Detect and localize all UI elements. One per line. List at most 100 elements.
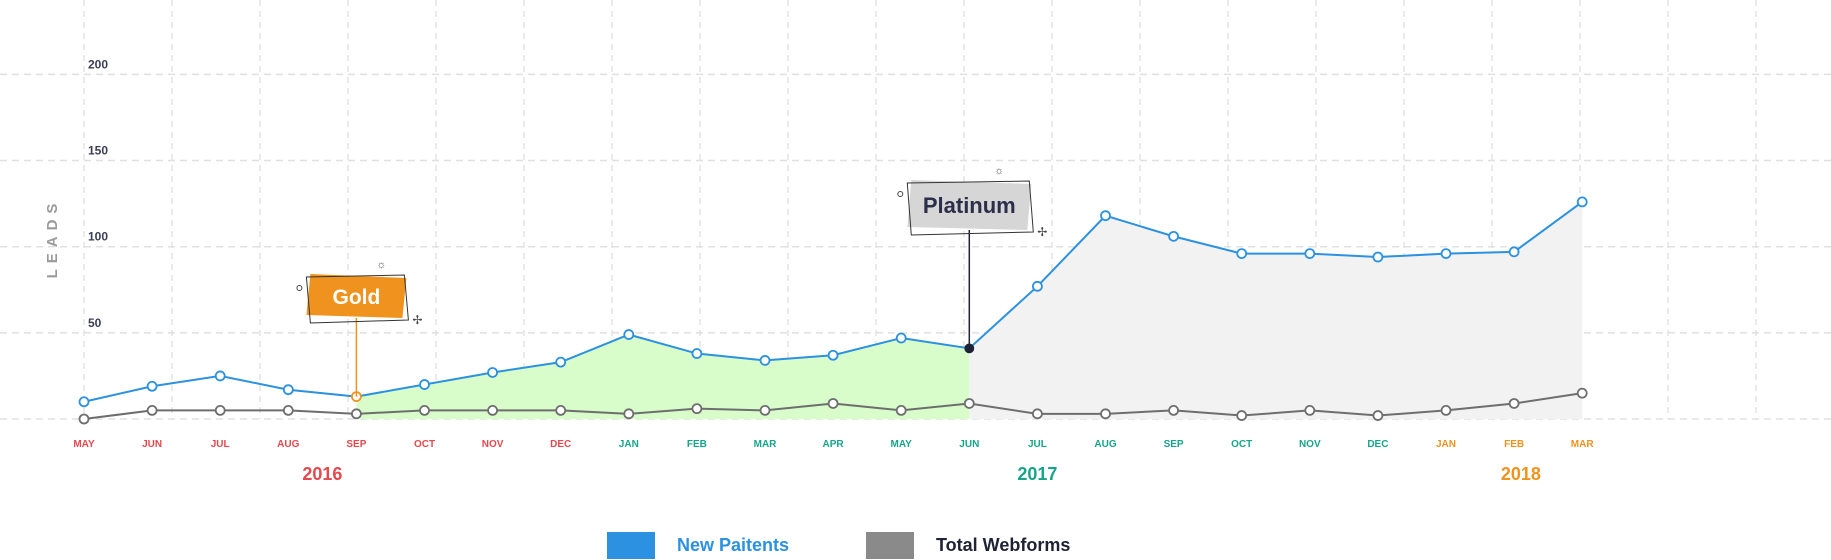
x-tick-label: MAR — [754, 439, 778, 450]
shaded-region — [969, 201, 1583, 419]
annotation-gold: ✢ ☼ Gold — [296, 259, 422, 397]
data-point — [214, 370, 226, 382]
annotation-badge-outline — [906, 180, 1034, 236]
tier-annotations: ✢ ☼ Gold ✢ ☼ Platinum — [296, 165, 1047, 397]
legend-swatch-total-webforms — [866, 532, 914, 559]
data-point — [555, 356, 567, 368]
data-point — [214, 404, 226, 416]
annotation-label: Gold — [332, 286, 380, 309]
data-point — [1032, 408, 1043, 420]
x-tick-label: MAR — [1571, 439, 1595, 450]
data-point — [1508, 398, 1520, 409]
data-point — [1236, 248, 1248, 259]
x-tick-label: JUL — [211, 439, 230, 450]
shaded-region — [356, 334, 970, 419]
data-point — [555, 404, 567, 416]
x-tick-label: NOV — [482, 439, 504, 450]
data-point — [282, 384, 294, 396]
x-axis-month-ticks: MAY JUN JUL AUG SEP OCT NOV DEC JAN FEB MAR APR MAY J… — [73, 439, 1594, 450]
data-point — [1236, 410, 1248, 421]
annotation-label: Platinum — [923, 193, 1016, 218]
data-point — [146, 380, 158, 392]
x-tick-label: JUL — [1028, 439, 1047, 450]
sun-icon: ☼ — [994, 165, 1004, 177]
year-label: 2018 — [1501, 464, 1541, 484]
sun-icon: ☼ — [376, 259, 386, 271]
data-point — [1576, 196, 1588, 208]
x-tick-label: JUN — [959, 439, 979, 450]
x-tick-label: OCT — [414, 439, 435, 450]
data-point — [1032, 280, 1043, 292]
data-point — [1168, 404, 1179, 416]
sparkle-icon: ✢ — [1037, 225, 1047, 239]
annotation-badge — [907, 180, 1032, 230]
x-tick-label: OCT — [1231, 439, 1252, 450]
data-point — [623, 329, 635, 340]
x-tick-label: AUG — [277, 439, 299, 450]
data-point — [1440, 248, 1452, 259]
x-tick-label: FEB — [1504, 439, 1524, 450]
data-point — [827, 349, 839, 361]
data-point — [827, 398, 839, 409]
data-point — [146, 404, 158, 416]
series-lines — [78, 196, 1588, 425]
legend-item-total-webforms: Total Webforms — [866, 532, 1070, 559]
data-point — [1372, 251, 1384, 263]
data-point — [1304, 404, 1316, 416]
x-tick-label: DEC — [1367, 439, 1388, 450]
shaded-areas — [356, 201, 1583, 419]
x-tick-label: MAY — [73, 439, 95, 450]
data-point — [691, 403, 703, 415]
x-axis-year-labels: 2016 2017 2018 — [302, 464, 1541, 484]
x-tick-label: SEP — [346, 439, 366, 450]
annotation-platinum: ✢ ☼ Platinum — [897, 165, 1047, 349]
data-point — [419, 379, 430, 390]
data-point — [963, 398, 975, 409]
data-point — [78, 396, 90, 408]
y-axis-ticks: 50 100 150 200 — [88, 57, 108, 329]
x-tick-label: MAY — [891, 439, 913, 450]
year-label: 2017 — [1017, 464, 1057, 484]
legend-item-new-patients: New Paitents — [607, 532, 789, 559]
data-point — [487, 367, 499, 378]
x-tick-label: AUG — [1094, 439, 1116, 450]
data-point — [350, 408, 362, 420]
data-point — [691, 348, 703, 359]
data-point — [1168, 230, 1179, 242]
data-point — [487, 404, 499, 416]
year-label: 2016 — [302, 464, 342, 484]
x-tick-label: SEP — [1164, 439, 1184, 450]
data-point — [1576, 387, 1588, 399]
data-point — [1372, 410, 1384, 421]
data-point — [78, 413, 90, 425]
annotation-badge — [306, 274, 407, 318]
data-point — [1100, 210, 1111, 222]
data-point — [895, 332, 907, 344]
data-point — [1304, 248, 1316, 259]
x-tick-label: NOV — [1299, 439, 1321, 450]
data-point — [419, 404, 430, 416]
y-axis-label: LEADS — [44, 198, 61, 279]
y-tick-label: 100 — [88, 230, 108, 244]
sparkle-icon: ✢ — [412, 313, 422, 327]
data-point — [895, 404, 907, 416]
x-tick-label: FEB — [687, 439, 707, 450]
annotation-badge-outline — [305, 274, 409, 324]
data-point — [1440, 404, 1452, 416]
legend-label-new-patients: New Paitents — [677, 535, 790, 555]
y-tick-label: 50 — [88, 316, 102, 330]
data-point — [759, 355, 771, 366]
y-tick-label: 150 — [88, 144, 108, 158]
x-tick-label: JUN — [142, 439, 162, 450]
x-tick-label: APR — [823, 439, 845, 450]
sparkle-icon — [296, 285, 303, 291]
data-point — [282, 404, 294, 416]
y-tick-label: 200 — [88, 57, 108, 71]
legend-swatch-new-patients — [607, 532, 655, 559]
x-tick-label: DEC — [550, 439, 571, 450]
data-point — [1100, 408, 1111, 420]
data-point — [759, 404, 771, 416]
x-tick-label: JAN — [1436, 439, 1456, 450]
legend-label-total-webforms: Total Webforms — [936, 535, 1071, 555]
